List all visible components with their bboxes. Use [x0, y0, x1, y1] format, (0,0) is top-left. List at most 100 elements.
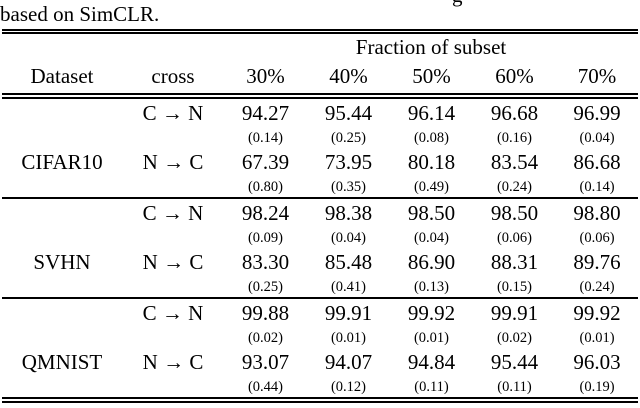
cross-direction-label [122, 277, 224, 298]
table-caption: based on SimCLR. [0, 2, 160, 26]
table-row: (0.80) (0.35) (0.49) (0.24) (0.14) [2, 177, 639, 198]
accuracy-value: 98.38 [324, 201, 373, 225]
accuracy-value: 93.07 [241, 350, 290, 374]
accuracy-value: 88.31 [490, 250, 539, 274]
dataset-label [2, 228, 122, 248]
table-row: C → N 98.24 98.38 98.50 98.50 98.80 [2, 198, 638, 228]
std-value: (0.80) [247, 178, 284, 195]
std-value: (0.11) [497, 378, 532, 395]
dataset-label [2, 298, 122, 328]
std-value: (0.04) [330, 229, 367, 246]
table-row: C → N 99.88 99.91 99.92 99.91 99.92 [2, 298, 638, 328]
std-value: (0.13) [413, 278, 450, 295]
group-header-label: Fraction of subset [355, 34, 507, 59]
std-value: (0.24) [496, 178, 533, 195]
dataset-label [2, 96, 122, 128]
column-header-row: Dataset cross 30% 40% 50% 60% 70% [2, 60, 639, 96]
std-value: (0.16) [496, 129, 533, 146]
std-value: (0.35) [330, 178, 367, 195]
dataset-label [2, 128, 122, 148]
cross-direction-label [122, 377, 224, 400]
accuracy-value: 95.44 [324, 101, 373, 125]
accuracy-value: 80.18 [407, 150, 456, 174]
group-header-row: Fraction of subset [2, 31, 639, 61]
table-row: C → N 94.27 95.44 96.14 96.68 96.99 [2, 96, 638, 128]
accuracy-value: 89.76 [573, 250, 621, 274]
table-row: (0.09) (0.04) (0.04) (0.06) (0.06) [2, 228, 638, 248]
table-row: (0.14) (0.25) (0.08) (0.16) (0.04) [2, 128, 638, 148]
std-value: (0.04) [413, 229, 450, 246]
std-value: (0.11) [414, 378, 449, 395]
dataset-label: QMNIST [21, 350, 103, 374]
std-value: (0.14) [579, 178, 615, 195]
accuracy-value: 98.80 [573, 201, 621, 225]
accuracy-value: 98.50 [490, 201, 539, 225]
dataset-label [2, 198, 122, 228]
accuracy-value: 98.24 [241, 201, 290, 225]
results-table: Fraction of subset Dataset cross 30% 40%… [2, 29, 639, 403]
cross-direction-label: N → C [142, 250, 204, 274]
column-header-50pct: 50% [412, 64, 451, 88]
cross-direction-label [122, 328, 224, 348]
accuracy-value: 99.91 [490, 301, 539, 325]
dataset-label: CIFAR10 [21, 150, 103, 174]
std-value: (0.44) [247, 378, 284, 395]
cross-direction-label [122, 177, 224, 198]
dataset-label [2, 377, 122, 400]
std-value: (0.04) [579, 129, 615, 146]
accuracy-value: 86.90 [407, 250, 456, 274]
std-value: (0.02) [247, 329, 284, 346]
dataset-label: SVHN [33, 250, 91, 274]
column-header-dataset: Dataset [30, 64, 94, 88]
table-row: CIFAR10 N → C 67.39 73.95 80.18 83.54 86.68 [2, 148, 638, 177]
std-value: (0.15) [496, 278, 533, 295]
cross-direction-label: N → C [142, 150, 204, 174]
cross-direction-label: C → N [142, 201, 204, 225]
accuracy-value: 99.92 [573, 301, 621, 325]
accuracy-value: 73.95 [324, 150, 373, 174]
accuracy-value: 96.68 [490, 101, 539, 125]
std-value: (0.01) [413, 329, 450, 346]
std-value: (0.25) [330, 129, 367, 146]
std-value: (0.12) [330, 378, 367, 395]
accuracy-value: 98.50 [407, 201, 456, 225]
std-value: (0.01) [579, 329, 615, 346]
std-value: (0.06) [496, 229, 533, 246]
table-row: (0.25) (0.41) (0.13) (0.15) (0.24) [2, 277, 639, 298]
cross-direction-label [122, 128, 224, 148]
table-body: C → N 94.27 95.44 96.14 96.68 96.99 (0.14) (0.2… [2, 96, 639, 400]
accuracy-value: 96.03 [573, 350, 621, 374]
std-value: (0.09) [247, 229, 284, 246]
cross-direction-label [122, 228, 224, 248]
table-row: (0.02) (0.01) (0.01) (0.02) (0.01) [2, 328, 638, 348]
std-value: (0.19) [579, 378, 615, 395]
accuracy-value: 86.68 [573, 150, 621, 174]
column-header-30pct: 30% [246, 64, 285, 88]
table-row: SVHN N → C 83.30 85.48 86.90 88.31 89.76 [2, 248, 638, 277]
accuracy-value: 99.91 [324, 301, 373, 325]
table-row: (0.44) (0.12) (0.11) (0.11) (0.19) [2, 377, 639, 400]
accuracy-value: 96.99 [573, 101, 621, 125]
std-value: (0.01) [330, 329, 367, 346]
std-value: (0.49) [413, 178, 450, 195]
accuracy-value: 99.92 [407, 301, 456, 325]
dataset-label [2, 177, 122, 198]
column-header-cross: cross [151, 64, 195, 88]
accuracy-value: 85.48 [324, 250, 373, 274]
accuracy-value: 99.88 [241, 301, 290, 325]
std-value: (0.14) [247, 129, 284, 146]
cross-direction-label: C → N [142, 101, 204, 125]
accuracy-value: 67.39 [241, 150, 290, 174]
accuracy-value: 94.07 [324, 350, 373, 374]
group-header-spacer [2, 32, 224, 61]
std-value: (0.06) [579, 229, 615, 246]
cross-direction-label: N → C [142, 350, 204, 374]
std-value: (0.24) [579, 278, 615, 295]
accuracy-value: 94.27 [241, 101, 290, 125]
table-row: QMNIST N → C 93.07 94.07 94.84 95.44 96.03 [2, 348, 638, 377]
column-header-60pct: 60% [495, 64, 534, 88]
dataset-label [2, 328, 122, 348]
accuracy-value: 83.30 [241, 250, 290, 274]
column-header-70pct: 70% [577, 64, 617, 88]
